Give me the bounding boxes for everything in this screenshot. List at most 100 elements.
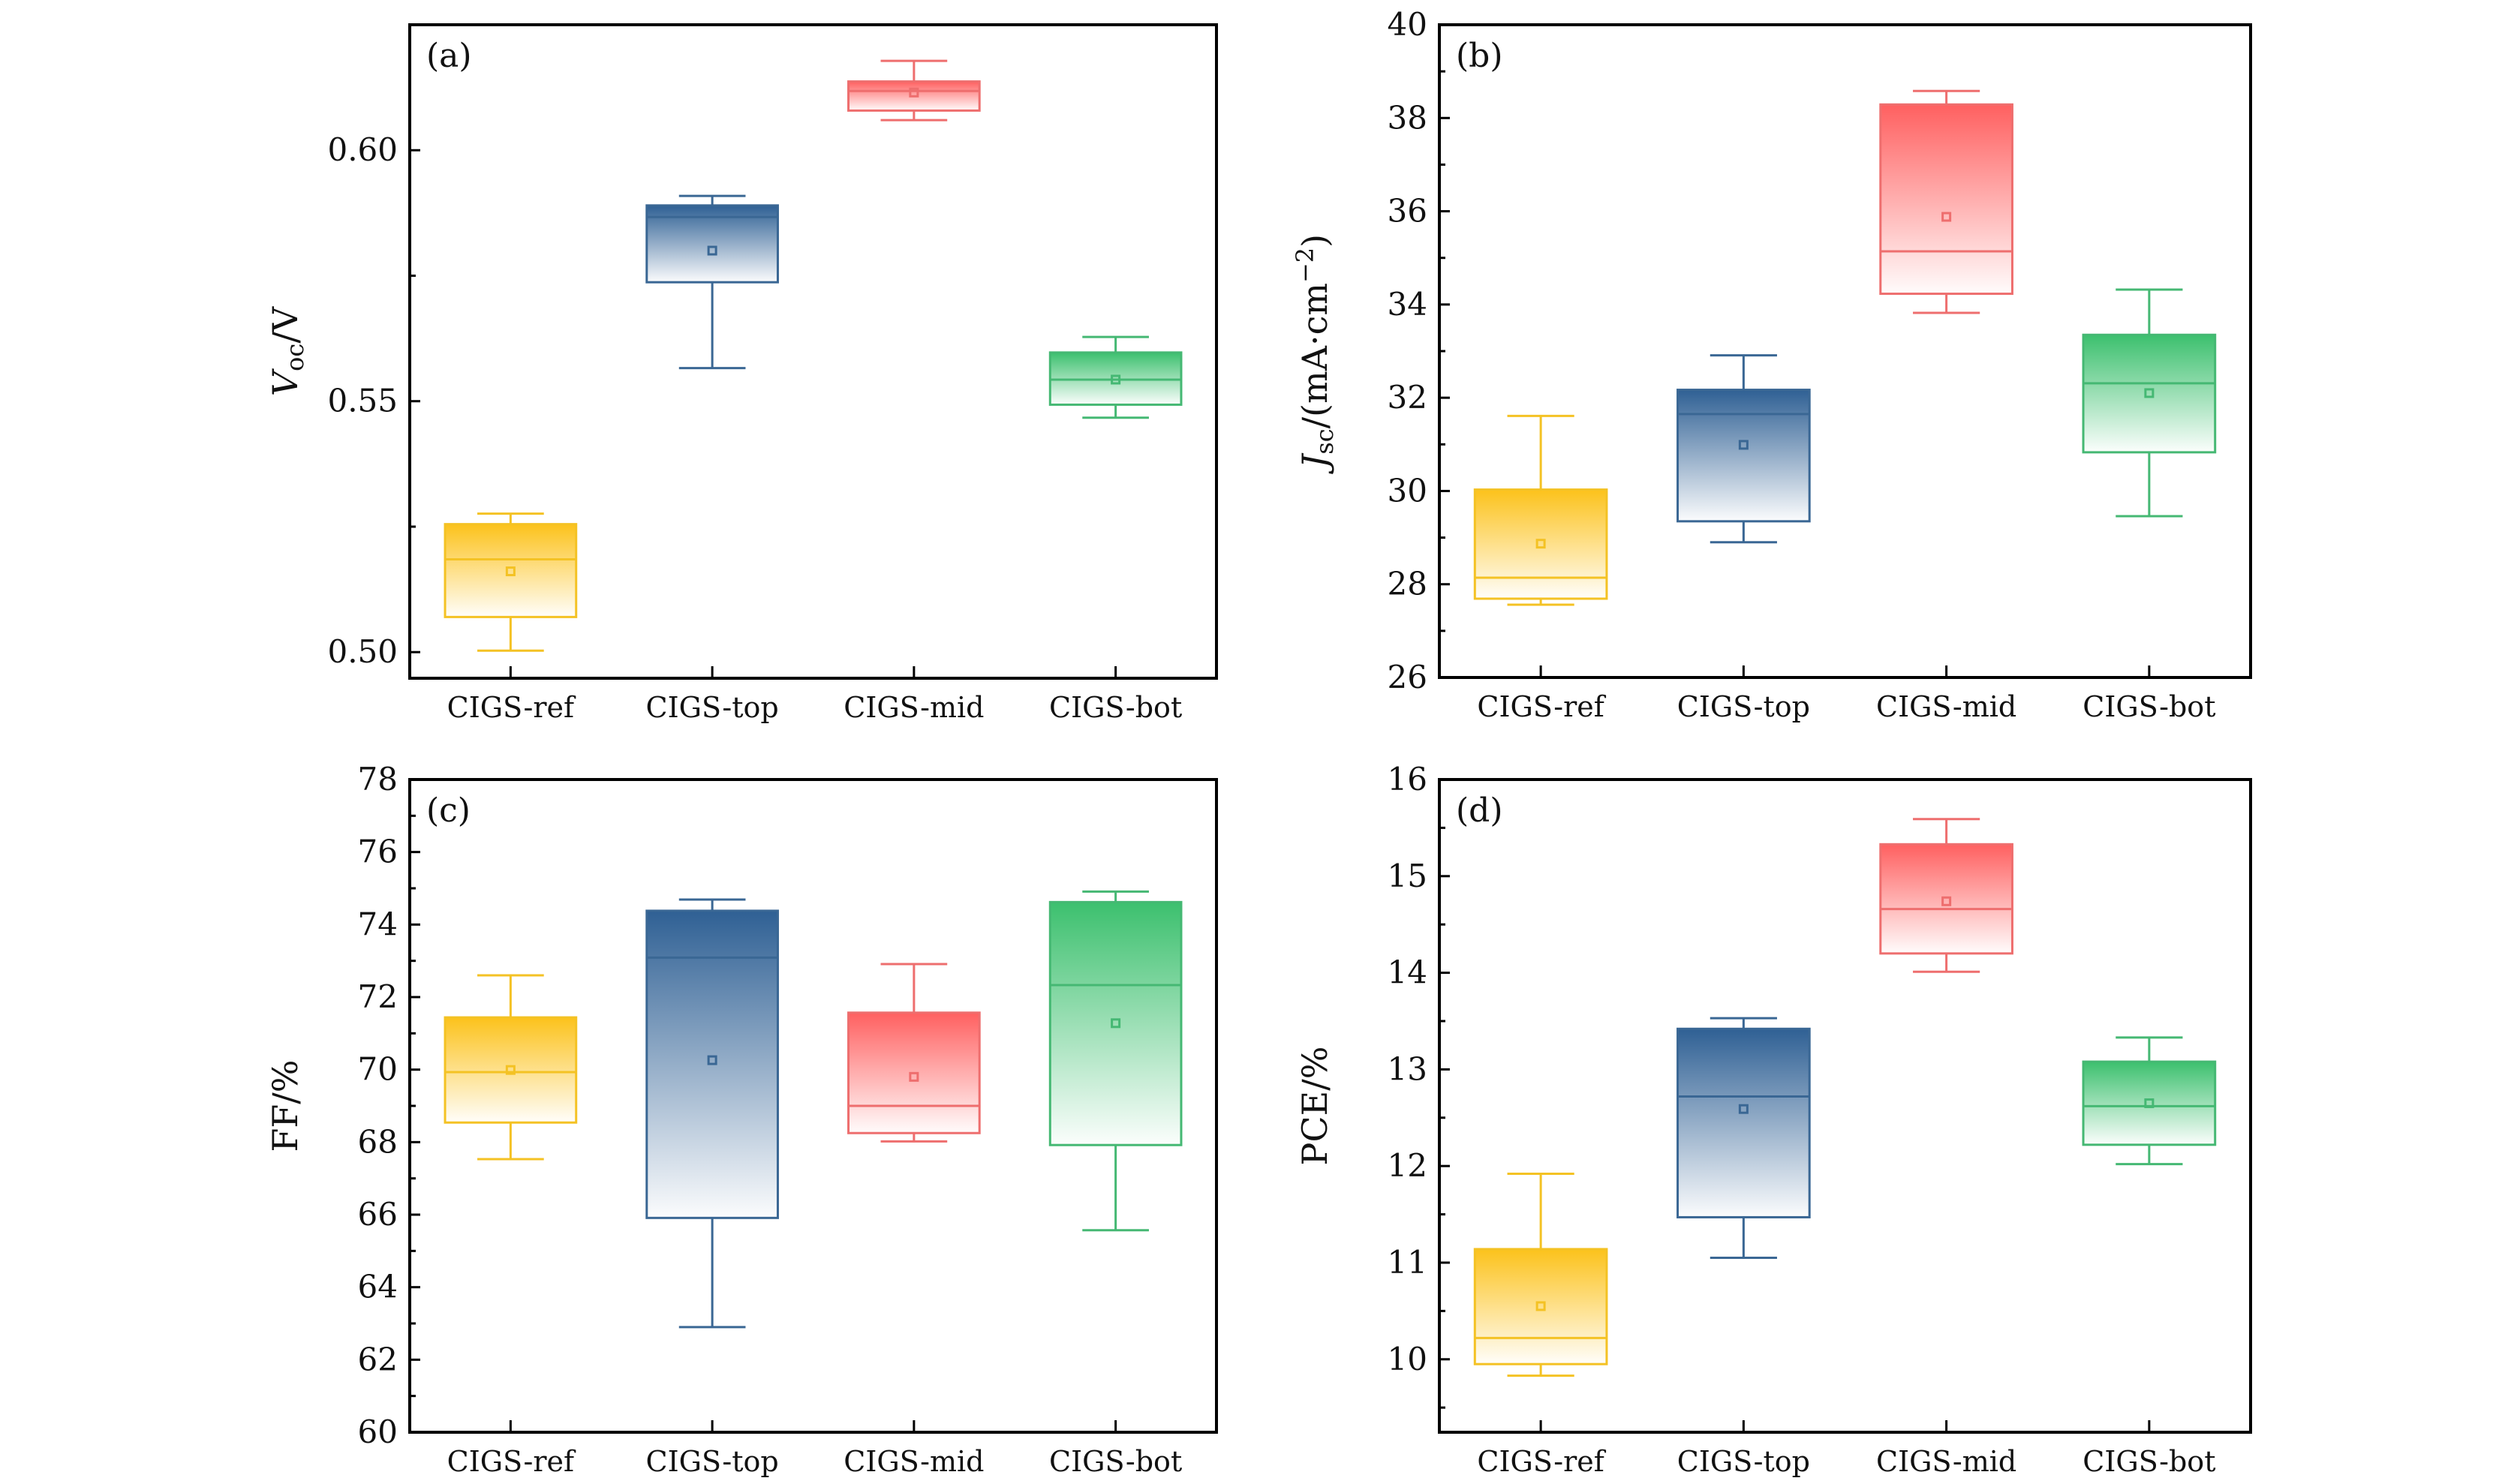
box-cigs-bot (1048, 890, 1183, 1232)
y-tick-label: 78 (358, 761, 398, 798)
y-tick-label: 15 (1388, 858, 1427, 894)
y-tick-label: 0.60 (327, 131, 398, 168)
y-tick-label: 34 (1388, 286, 1427, 323)
y-tick-label: 60 (358, 1413, 398, 1450)
y-tick-label: 66 (358, 1196, 398, 1233)
x-tick-label: CIGS-mid (844, 691, 984, 724)
mean-marker (1738, 1104, 1749, 1114)
box-cigs-bot (2082, 288, 2217, 518)
box-cigs-mid (847, 963, 981, 1143)
y-tick-label: 62 (358, 1341, 398, 1377)
y-tick-label: 36 (1388, 193, 1427, 230)
x-tick-label: CIGS-bot (1049, 691, 1182, 724)
panel-c: 60 62 64 66 68 70 72 74 76 78 CIGS-ref CIGS-top CIGS… (265, 761, 1218, 1478)
x-tick-label: CIGS-bot (2082, 690, 2215, 723)
box-iqr (1677, 389, 1811, 523)
mean-marker (1941, 212, 1952, 222)
y-tick-label: 0.50 (327, 633, 398, 670)
x-tick-label: CIGS-bot (1049, 1445, 1182, 1478)
box-cigs-ref (444, 512, 578, 652)
y-axis-title: PCE/% (1295, 1047, 1335, 1166)
panel-label: (c) (426, 792, 471, 830)
mean-marker (2144, 1098, 2155, 1108)
box-cigs-top (645, 898, 779, 1329)
x-tick-label: CIGS-top (1677, 1445, 1810, 1478)
y-tick-label: 28 (1388, 566, 1427, 602)
box-iqr (1677, 1027, 1811, 1218)
mean-marker (1111, 374, 1121, 385)
box-cigs-top (1677, 354, 1811, 544)
mean-marker (2144, 388, 2155, 398)
box-cigs-top (645, 194, 779, 370)
x-tick-label: CIGS-mid (1876, 1445, 2016, 1478)
mean-marker (1535, 1301, 1546, 1311)
box-iqr (1473, 1248, 1608, 1365)
mean-marker (909, 87, 919, 98)
y-tick-label: 76 (358, 834, 398, 870)
y-tick-label: 72 (358, 978, 398, 1015)
x-tick-label: CIGS-ref (1477, 690, 1606, 723)
plot-frame (408, 23, 1218, 680)
y-axis-title: Voc/V (265, 306, 309, 396)
box-cigs-ref (444, 974, 578, 1161)
y-tick-label: 10 (1388, 1341, 1427, 1377)
y-tick-label: 26 (1388, 659, 1427, 695)
x-tick-label: CIGS-top (1677, 690, 1810, 723)
y-tick-label: 14 (1388, 954, 1427, 991)
mean-marker (1738, 440, 1749, 450)
box-iqr (1879, 103, 2013, 296)
y-tick-label: 12 (1388, 1147, 1427, 1184)
y-tick-label: 13 (1388, 1050, 1427, 1087)
mean-marker (1111, 1018, 1121, 1029)
mean-marker (707, 1055, 717, 1065)
x-tick-label: CIGS-ref (447, 691, 576, 724)
box-iqr (444, 523, 578, 618)
box-cigs-mid (1879, 818, 2013, 973)
plot-frame (1438, 778, 2252, 1434)
box-iqr (1879, 843, 2013, 955)
panel-d: 10 11 12 13 14 15 16 CIGS-ref CIGS-top CIGS-mid CI… (1295, 761, 2252, 1478)
box-iqr (2082, 333, 2217, 454)
y-tick-label: 30 (1388, 472, 1427, 509)
x-tick-label: CIGS-mid (1876, 690, 2016, 723)
y-tick-label: 70 (358, 1051, 398, 1088)
x-tick-label: CIGS-top (646, 691, 779, 724)
y-tick-label: 38 (1388, 99, 1427, 136)
x-tick-label: CIGS-bot (2082, 1445, 2215, 1478)
mean-marker (505, 566, 516, 577)
panel-label: (b) (1456, 37, 1503, 75)
y-tick-label: 64 (358, 1269, 398, 1305)
mean-marker (1941, 896, 1952, 906)
y-tick-label: 11 (1388, 1244, 1427, 1281)
box-iqr (444, 1016, 578, 1124)
box-iqr (2082, 1060, 2217, 1146)
mean-marker (707, 245, 717, 256)
x-tick-label: CIGS-ref (447, 1445, 576, 1478)
panel-label: (d) (1456, 792, 1503, 830)
box-cigs-ref (1473, 414, 1608, 606)
y-tick-label: 0.55 (327, 383, 398, 419)
y-tick-label: 32 (1388, 379, 1427, 416)
y-axis-title: FF/% (265, 1059, 305, 1152)
panel-b: 26 28 30 32 34 36 38 40 CIGS-ref CIGS-top CIGS-mid… (1291, 6, 2252, 723)
x-tick-label: CIGS-ref (1477, 1445, 1606, 1478)
y-axis-title: Jsc/(mA·cm−2) (1291, 234, 1339, 474)
mean-marker (909, 1071, 919, 1082)
box-cigs-ref (1473, 1172, 1608, 1377)
box-cigs-mid (847, 59, 981, 122)
box-cigs-mid (1879, 89, 2013, 314)
box-iqr (1048, 900, 1183, 1146)
x-tick-label: CIGS-mid (844, 1445, 984, 1478)
panel-a: 0.50 0.55 0.60 CIGS-ref CIGS-top CIGS-mid CIGS… (265, 23, 1218, 724)
x-tick-label: CIGS-top (646, 1445, 779, 1478)
box-cigs-bot (2082, 1036, 2217, 1166)
box-cigs-bot (1048, 335, 1183, 419)
y-tick-label: 68 (358, 1123, 398, 1160)
panel-label: (a) (426, 37, 472, 75)
y-tick-label: 40 (1388, 6, 1427, 43)
mean-marker (505, 1065, 516, 1075)
mean-marker (1535, 539, 1546, 549)
y-tick-label: 74 (358, 906, 398, 942)
y-tick-label: 16 (1388, 761, 1427, 798)
